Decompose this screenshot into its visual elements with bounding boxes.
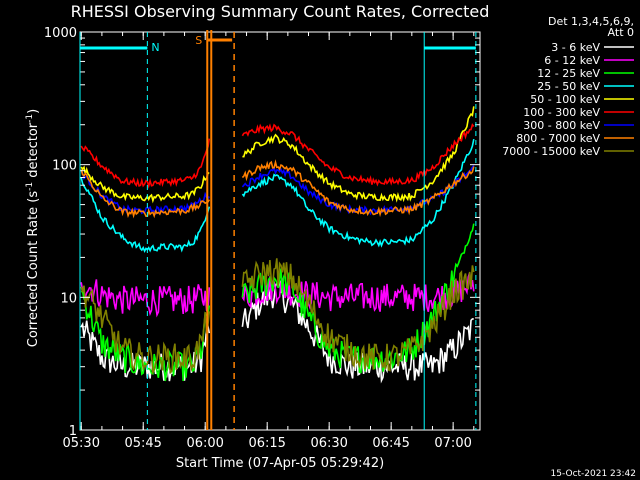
legend-label-1: 6 - 12 keV xyxy=(544,54,600,67)
y-axis-label-sup2: -1 xyxy=(25,114,35,123)
legend-label-3: 25 - 50 keV xyxy=(537,80,600,93)
x-tick-label-5: 06:45 xyxy=(372,436,409,451)
annotations: NS xyxy=(79,30,477,430)
x-tick-label-6: 07:00 xyxy=(434,436,471,451)
series-line-7-segment-1 xyxy=(241,159,475,218)
legend-label-0: 3 - 6 keV xyxy=(551,41,600,54)
series-line-3-segment-0 xyxy=(80,177,211,253)
series-line-8-segment-1 xyxy=(241,258,475,372)
y-tick-label-0: 1 xyxy=(69,424,77,439)
legend-header-0: Det 1,3,4,5,6,9, xyxy=(548,15,634,28)
y-axis-label-main: Corrected Count Rate (s xyxy=(26,191,41,348)
y-axis-label-sup1: -1 xyxy=(25,182,35,191)
legend-label-6: 300 - 800 keV xyxy=(523,119,600,132)
x-tick-label-0: 05:30 xyxy=(63,436,100,451)
legend-label-8: 7000 - 15000 keV xyxy=(502,145,600,158)
series-line-4-segment-0 xyxy=(80,165,210,204)
timestamp: 15-Oct-2021 23:42 xyxy=(551,469,636,479)
series-line-1-segment-0 xyxy=(80,279,211,318)
series-line-3-segment-1 xyxy=(241,138,475,248)
x-tick-label-2: 06:00 xyxy=(186,436,223,451)
plot-area xyxy=(80,106,475,384)
night-label: N xyxy=(151,41,159,54)
legend-label-7: 800 - 7000 keV xyxy=(516,132,600,145)
series-line-8-segment-0 xyxy=(80,285,211,375)
y-tick-label-3: 1000 xyxy=(44,26,77,41)
legend-header-1: Att 0 xyxy=(608,26,634,39)
y-tick-label-1: 10 xyxy=(60,291,77,306)
legend-label-4: 50 - 100 keV xyxy=(530,93,600,106)
chart-title: RHESSI Observing Summary Count Rates, Co… xyxy=(71,2,490,21)
legend-label-5: 100 - 300 keV xyxy=(523,106,600,119)
series-line-4-segment-1 xyxy=(242,106,475,203)
y-tick-label-2: 100 xyxy=(52,159,77,174)
series-line-0-segment-1 xyxy=(241,279,474,384)
series-line-2-segment-0 xyxy=(80,290,211,382)
series-line-5-segment-0 xyxy=(80,138,211,190)
axes: 05:30 05:45 06:00 06:15 06:30 06:45 07:00 1 10 10… xyxy=(44,26,481,451)
saa-label: S xyxy=(195,34,202,47)
x-tick-label-3: 06:15 xyxy=(248,436,285,451)
y-axis-label-mid: detector xyxy=(26,122,41,182)
x-tick-label-1: 05:45 xyxy=(124,436,161,451)
series-line-5-segment-1 xyxy=(241,123,475,187)
x-axis-label: Start Time (07-Apr-05 05:29:42) xyxy=(176,456,384,471)
x-tick-label-4: 06:30 xyxy=(310,436,347,451)
legend-label-2: 12 - 25 keV xyxy=(537,67,600,80)
series-line-7-segment-0 xyxy=(80,169,210,219)
series-line-0-segment-0 xyxy=(80,320,211,382)
y-axis-label: Corrected Count Rate (s-1 detector-1) xyxy=(25,109,41,347)
y-axis-label-end: ) xyxy=(26,109,41,114)
